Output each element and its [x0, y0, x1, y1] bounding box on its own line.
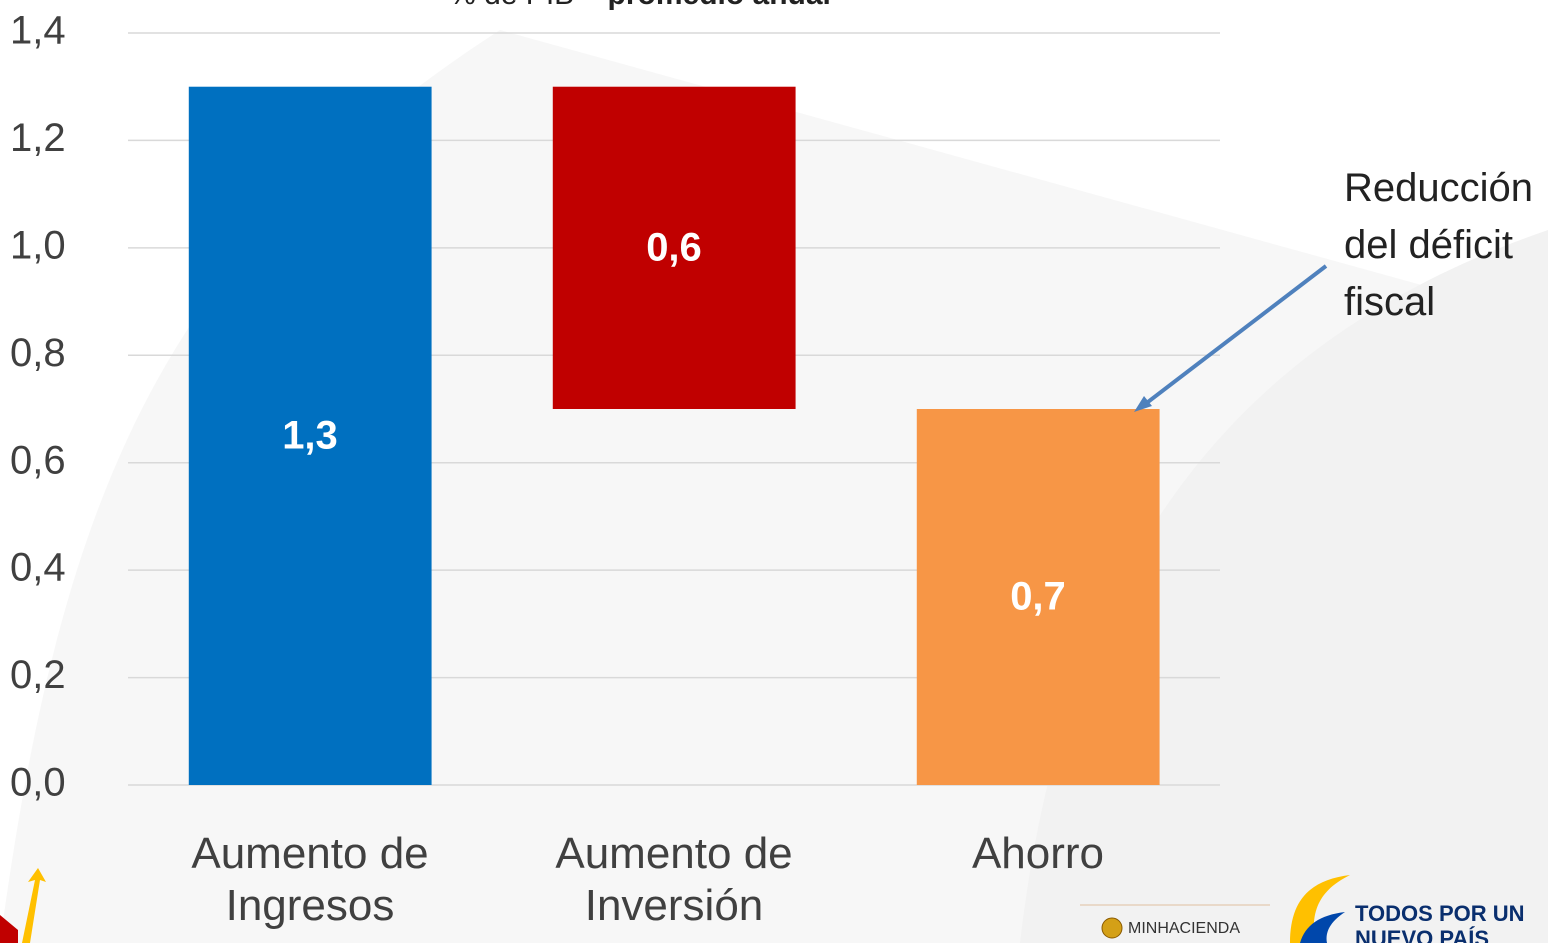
y-tick-label: 1,4	[10, 9, 66, 53]
x-tick-label: Aumento de Inversión	[555, 829, 793, 930]
bar	[552, 86, 796, 409]
value-label: 0,7	[1010, 575, 1066, 619]
x-tick-label: Aumento de Ingresos	[191, 829, 429, 930]
logos: MINHACIENDA TODOS POR UN NUEVO PAÍS	[0, 868, 1525, 943]
logo-shape	[1300, 912, 1345, 943]
bar	[188, 86, 432, 785]
y-tick-label: 0,4	[10, 546, 66, 590]
logo-shape	[22, 868, 46, 943]
logo-text: NUEVO PAÍS	[1355, 926, 1489, 943]
value-label: 1,3	[282, 413, 338, 457]
value-label: 0,6	[646, 225, 702, 269]
chart-subtitle: % de PIB – promedio anual	[449, 0, 831, 11]
logo-shape	[1290, 875, 1350, 943]
y-tick-label: 1,0	[10, 223, 66, 267]
logo-emblem	[1101, 917, 1123, 939]
logo-text: TODOS POR UN	[1355, 901, 1525, 926]
logo-shape	[0, 915, 18, 943]
y-tick-label: 1,2	[10, 116, 66, 160]
annotation: Reducción del déficit fiscal	[1344, 166, 1534, 324]
x-tick-label: Ahorro	[971, 829, 1105, 878]
y-tick-label: 0,2	[10, 653, 66, 697]
y-tick-label: 0,8	[10, 331, 66, 375]
y-tick-label: 0,0	[10, 761, 66, 805]
logo-text: MINHACIENDA	[1128, 920, 1240, 937]
bar	[916, 409, 1160, 785]
annotation-arrowhead	[1134, 396, 1152, 412]
subtitle-part: promedio anual	[608, 0, 831, 11]
subtitle-part: % de PIB –	[449, 0, 607, 11]
y-tick-label: 0,6	[10, 438, 66, 482]
annotation-arrow	[1138, 264, 1328, 410]
